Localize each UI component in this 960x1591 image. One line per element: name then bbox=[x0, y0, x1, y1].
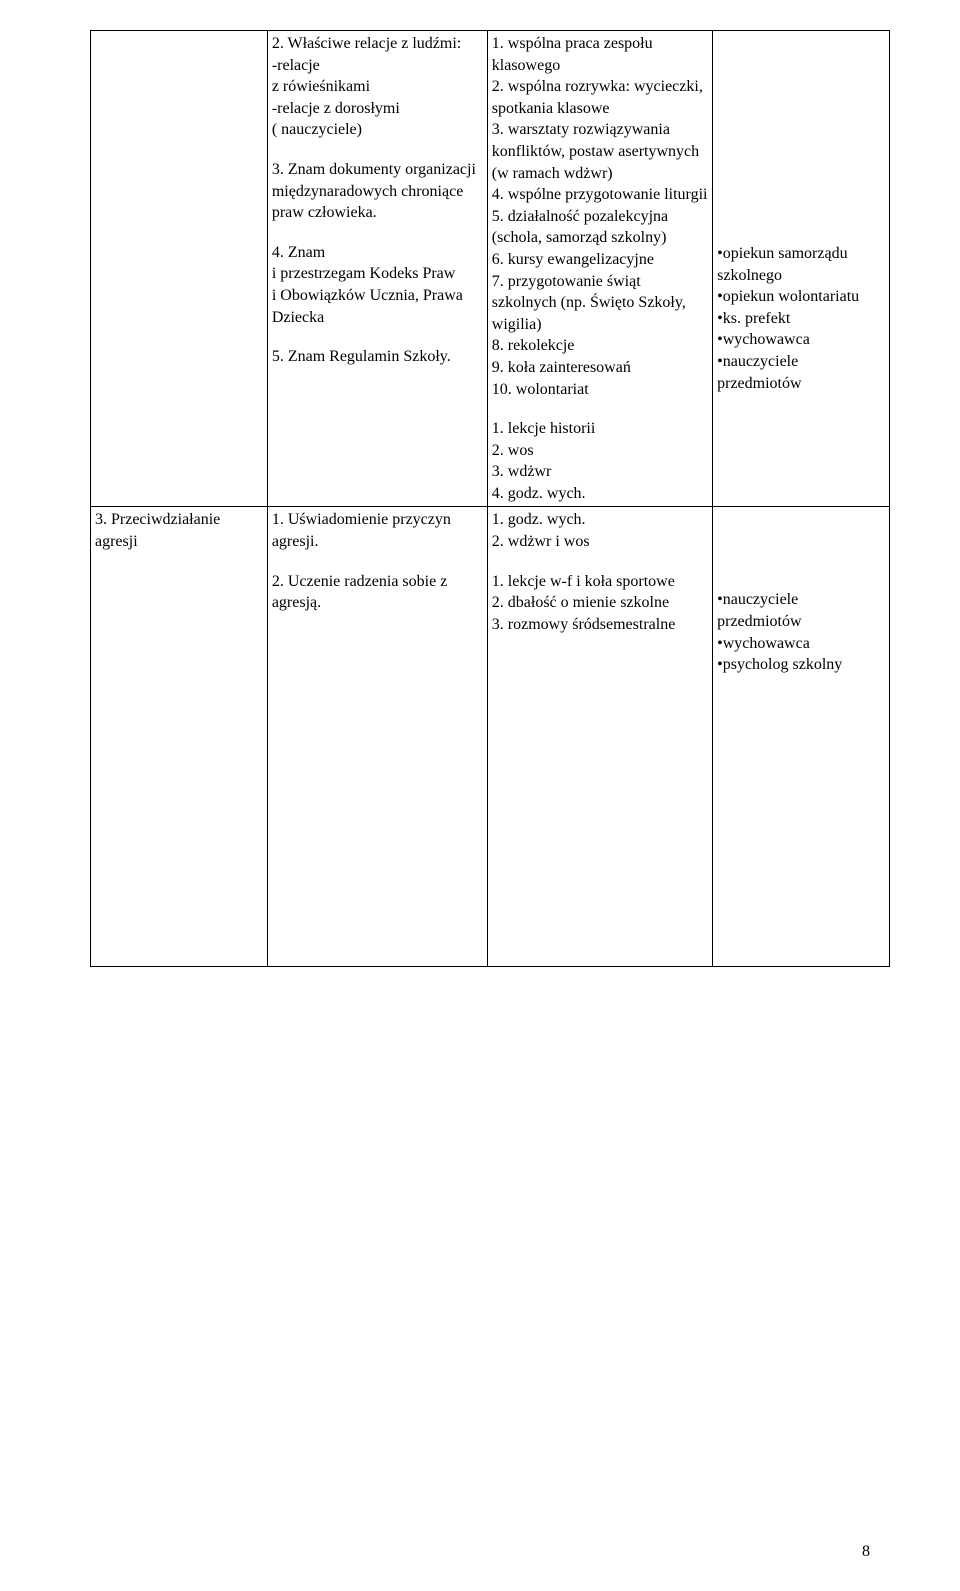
text-block: 2. Właściwe relacje z ludźmi: -relacje z… bbox=[272, 33, 483, 141]
table-row: 2. Właściwe relacje z ludźmi: -relacje z… bbox=[91, 31, 890, 507]
text-block: 2. Uczenie radzenia sobie z agresją. bbox=[272, 571, 483, 614]
text-block: 1. Uświadomienie przyczyn agresji. bbox=[272, 509, 483, 552]
text-block: 3. Znam dokumenty organizacji międzynara… bbox=[272, 159, 483, 224]
cell-r2-c0: 3. Przeciwdziałanie agresji bbox=[91, 507, 268, 966]
table-row: 3. Przeciwdziałanie agresji 1. Uświadomi… bbox=[91, 507, 890, 966]
row-heading: 3. Przeciwdziałanie agresji bbox=[95, 509, 263, 552]
text-block: 5. Znam Regulamin Szkoły. bbox=[272, 346, 483, 368]
text-block: •opiekun samorządu szkolnego •opiekun wo… bbox=[717, 243, 885, 394]
text-block: •nauczyciele przedmiotów •wychowawca •ps… bbox=[717, 589, 885, 675]
cell-r1-c3: •opiekun samorządu szkolnego •opiekun wo… bbox=[713, 31, 890, 507]
text-block: 1. wspólna praca zespołu klasowego 2. ws… bbox=[492, 33, 708, 400]
cell-r1-c2: 1. wspólna praca zespołu klasowego 2. ws… bbox=[487, 31, 712, 507]
text-block: 1. lekcje w-f i koła sportowe 2. dbałość… bbox=[492, 571, 708, 636]
cell-r1-c0 bbox=[91, 31, 268, 507]
content-table: 2. Właściwe relacje z ludźmi: -relacje z… bbox=[90, 30, 890, 967]
text-block: 4. Znam i przestrzegam Kodeks Praw i Obo… bbox=[272, 242, 483, 328]
cell-r2-c2: 1. godz. wych. 2. wdżwr i wos 1. lekcje … bbox=[487, 507, 712, 966]
cell-r2-c3: •nauczyciele przedmiotów •wychowawca •ps… bbox=[713, 507, 890, 966]
text-block: 1. lekcje historii 2. wos 3. wdżwr 4. go… bbox=[492, 418, 708, 504]
text-block: 1. godz. wych. 2. wdżwr i wos bbox=[492, 509, 708, 552]
page-number: 8 bbox=[862, 1543, 870, 1561]
cell-r1-c1: 2. Właściwe relacje z ludźmi: -relacje z… bbox=[267, 31, 487, 507]
cell-r2-c1: 1. Uświadomienie przyczyn agresji. 2. Uc… bbox=[267, 507, 487, 966]
